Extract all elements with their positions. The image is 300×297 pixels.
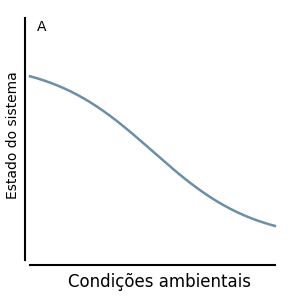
Y-axis label: Estado do sistema: Estado do sistema: [6, 72, 20, 199]
X-axis label: Condições ambientais: Condições ambientais: [68, 274, 251, 291]
Text: A: A: [38, 20, 47, 34]
